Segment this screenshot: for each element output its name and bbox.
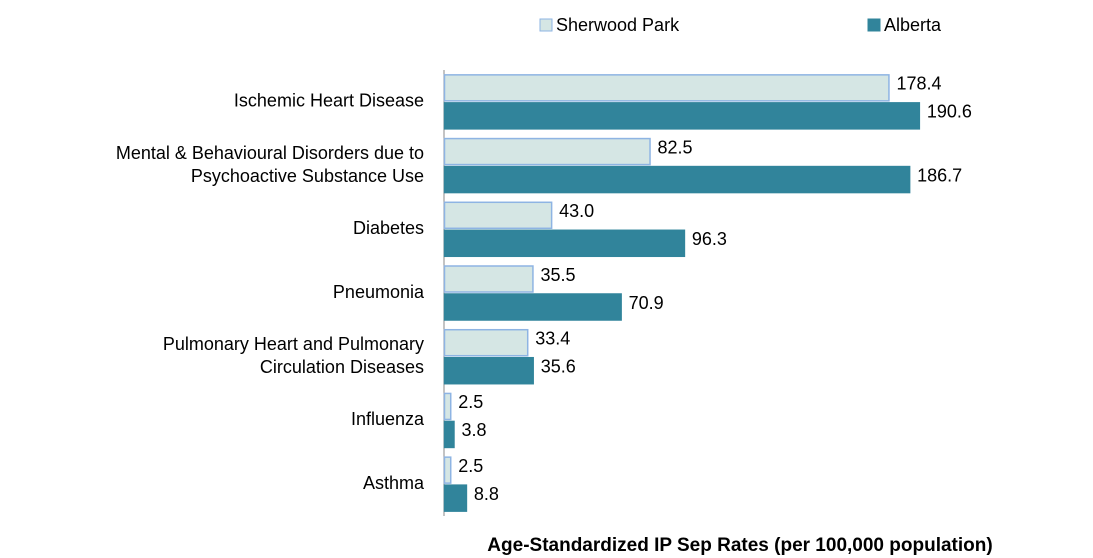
bar xyxy=(443,456,452,484)
bar xyxy=(443,420,455,449)
bar xyxy=(443,74,890,102)
value-label: 2.5 xyxy=(458,392,483,412)
bar xyxy=(443,293,622,321)
bar xyxy=(443,392,452,421)
value-label: 8.8 xyxy=(474,484,499,504)
value-label: 43.0 xyxy=(559,201,594,221)
x-axis-label: Age-Standardized IP Sep Rates (per 100,0… xyxy=(487,535,992,556)
legend-label: Sherwood Park xyxy=(556,15,680,35)
value-label: 70.9 xyxy=(629,293,664,313)
value-label: 178.4 xyxy=(896,74,941,94)
bar xyxy=(443,484,468,512)
legend-label: Alberta xyxy=(884,15,942,35)
value-label: 190.6 xyxy=(927,102,972,122)
bar xyxy=(443,137,651,166)
y-tick-label: Mental & Behavioural Disorders due to Psy… xyxy=(116,143,424,186)
value-label: 33.4 xyxy=(535,328,570,348)
bar xyxy=(443,201,553,230)
value-label: 186.7 xyxy=(917,165,962,185)
y-tick-label: Ischemic Heart Disease xyxy=(234,91,424,111)
y-tick-label: Pulmonary Heart and Pulmonary Circulation… xyxy=(163,334,424,377)
y-tick-label: Diabetes xyxy=(353,218,424,238)
value-label: 82.5 xyxy=(658,137,693,157)
value-label: 96.3 xyxy=(692,229,727,249)
value-label: 3.8 xyxy=(461,420,486,440)
value-label: 35.5 xyxy=(540,265,575,285)
value-label: 2.5 xyxy=(458,456,483,476)
legend-swatch xyxy=(539,18,553,32)
y-tick-label: Asthma xyxy=(363,473,425,493)
bar xyxy=(443,356,534,385)
legend-swatch xyxy=(867,18,881,32)
bar xyxy=(443,328,529,357)
bar xyxy=(443,265,534,293)
value-label: 35.6 xyxy=(541,356,576,376)
y-tick-label: Influenza xyxy=(351,409,425,429)
bar xyxy=(443,165,911,194)
bar xyxy=(443,229,686,258)
y-tick-label: Pneumonia xyxy=(333,282,425,302)
bar xyxy=(443,102,921,130)
